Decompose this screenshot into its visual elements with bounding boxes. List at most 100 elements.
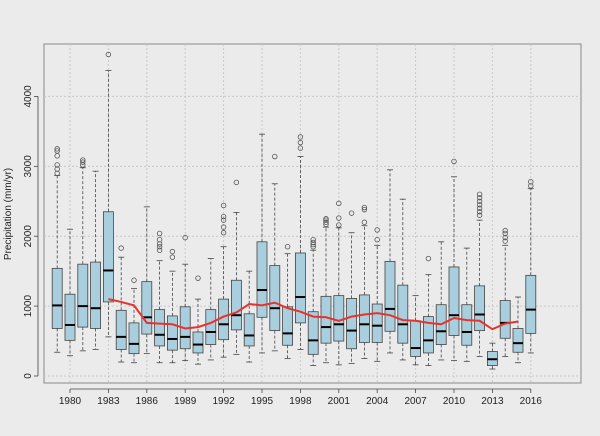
box-2013 <box>486 342 498 370</box>
x-tick-label: 2004 <box>366 396 389 407</box>
box-iqr <box>371 303 383 343</box>
x-axis: 1980 1983 1986 1989 1992 1995 1998 2001 2004 2007… <box>59 388 542 407</box>
box-2001 <box>333 200 345 366</box>
outlier-point <box>169 248 176 255</box>
outlier-point <box>374 237 380 243</box>
box-1990 <box>192 275 204 365</box>
outlier-point <box>156 241 163 247</box>
box-iqr <box>397 284 409 344</box>
outlier-point <box>156 244 163 250</box>
outlier-point <box>476 212 483 218</box>
outlier-point <box>297 139 304 146</box>
box-iqr <box>115 309 127 350</box>
outlier-point <box>502 227 508 234</box>
box-1988 <box>166 248 178 364</box>
outlier-point <box>297 134 304 140</box>
box-iqr <box>422 316 434 354</box>
outlier-point <box>476 198 483 204</box>
box-1995 <box>256 133 268 354</box>
box-2004 <box>371 227 383 362</box>
outlier-point <box>323 216 329 222</box>
outlier-point <box>182 234 188 241</box>
outlier-point <box>310 239 316 246</box>
box-iqr <box>166 315 178 351</box>
box-2016 <box>525 178 537 354</box>
box-iqr <box>205 309 217 345</box>
box-iqr <box>512 328 524 353</box>
y-tick-label: 1000 <box>23 295 34 318</box>
outlier-point <box>80 157 86 163</box>
outlier-point <box>284 244 291 250</box>
box-iqr <box>474 285 486 331</box>
box-iqr <box>307 311 319 355</box>
box-1999 <box>307 237 319 366</box>
outlier-point <box>220 230 227 236</box>
box-1993 <box>230 179 242 355</box>
outlier-point <box>54 148 60 154</box>
outlier-point <box>105 51 112 58</box>
outlier-point <box>476 202 483 208</box>
box-iqr <box>320 295 332 344</box>
outlier-point <box>425 255 432 262</box>
outlier-point <box>476 191 483 197</box>
y-tick-label: 2000 <box>23 225 34 248</box>
outlier-point <box>156 237 163 243</box>
box-2000 <box>320 216 332 364</box>
box-iqr <box>269 265 281 331</box>
box-iqr <box>448 266 460 336</box>
outlier-point <box>336 215 342 221</box>
outlier-point <box>502 234 508 241</box>
outlier-point <box>310 237 316 243</box>
outlier-point <box>476 195 483 201</box>
outlier-point <box>118 245 124 251</box>
outlier-point <box>220 217 227 223</box>
outlier-point <box>220 202 227 209</box>
box-1996 <box>269 153 281 352</box>
outlier-point <box>374 227 380 233</box>
y-axis: 0 1000 2000 3000 4000 <box>23 85 39 379</box>
box-iqr <box>461 304 473 346</box>
x-tick-label: 2010 <box>443 396 466 407</box>
box-1994 <box>243 270 255 363</box>
box-iqr <box>230 279 242 331</box>
box-iqr <box>346 298 358 350</box>
outlier-point <box>131 277 137 283</box>
outlier-point <box>476 209 483 215</box>
outlier-point <box>323 219 329 225</box>
box-1984 <box>115 245 127 363</box>
outlier-point <box>220 224 227 230</box>
box-iqr <box>103 211 114 303</box>
outlier-point <box>336 200 342 207</box>
x-tick-label: 2001 <box>328 396 351 407</box>
box-2010 <box>448 158 460 362</box>
x-tick-label: 1980 <box>59 396 82 407</box>
box-1998 <box>294 134 306 350</box>
outlier-point <box>502 230 508 237</box>
box-1980 <box>64 228 76 357</box>
outlier-point <box>361 206 368 213</box>
outlier-point <box>528 183 534 189</box>
box-1981 <box>77 157 89 352</box>
box-iqr <box>77 263 89 328</box>
x-tick-label: 2007 <box>404 396 427 407</box>
x-tick-label: 2013 <box>481 396 504 407</box>
outlier-point <box>361 219 368 225</box>
box-iqr <box>294 252 306 324</box>
box-iqr <box>333 295 345 342</box>
y-tick-label: 3000 <box>23 155 34 178</box>
outlier-point <box>80 159 86 165</box>
box-iqr <box>90 261 101 329</box>
box-iqr <box>256 241 268 318</box>
trend-line-group <box>108 298 519 331</box>
x-tick-label: 1992 <box>212 396 235 407</box>
x-tick-label: 1986 <box>136 396 159 407</box>
box-2006 <box>397 198 409 361</box>
box-1982 <box>90 170 101 350</box>
box-iqr <box>141 281 153 335</box>
x-tick-label: 1983 <box>97 396 120 407</box>
box-iqr <box>192 331 204 354</box>
x-tick-label: 1998 <box>289 396 312 407</box>
box-2002 <box>346 210 358 364</box>
box-iqr <box>384 260 396 332</box>
